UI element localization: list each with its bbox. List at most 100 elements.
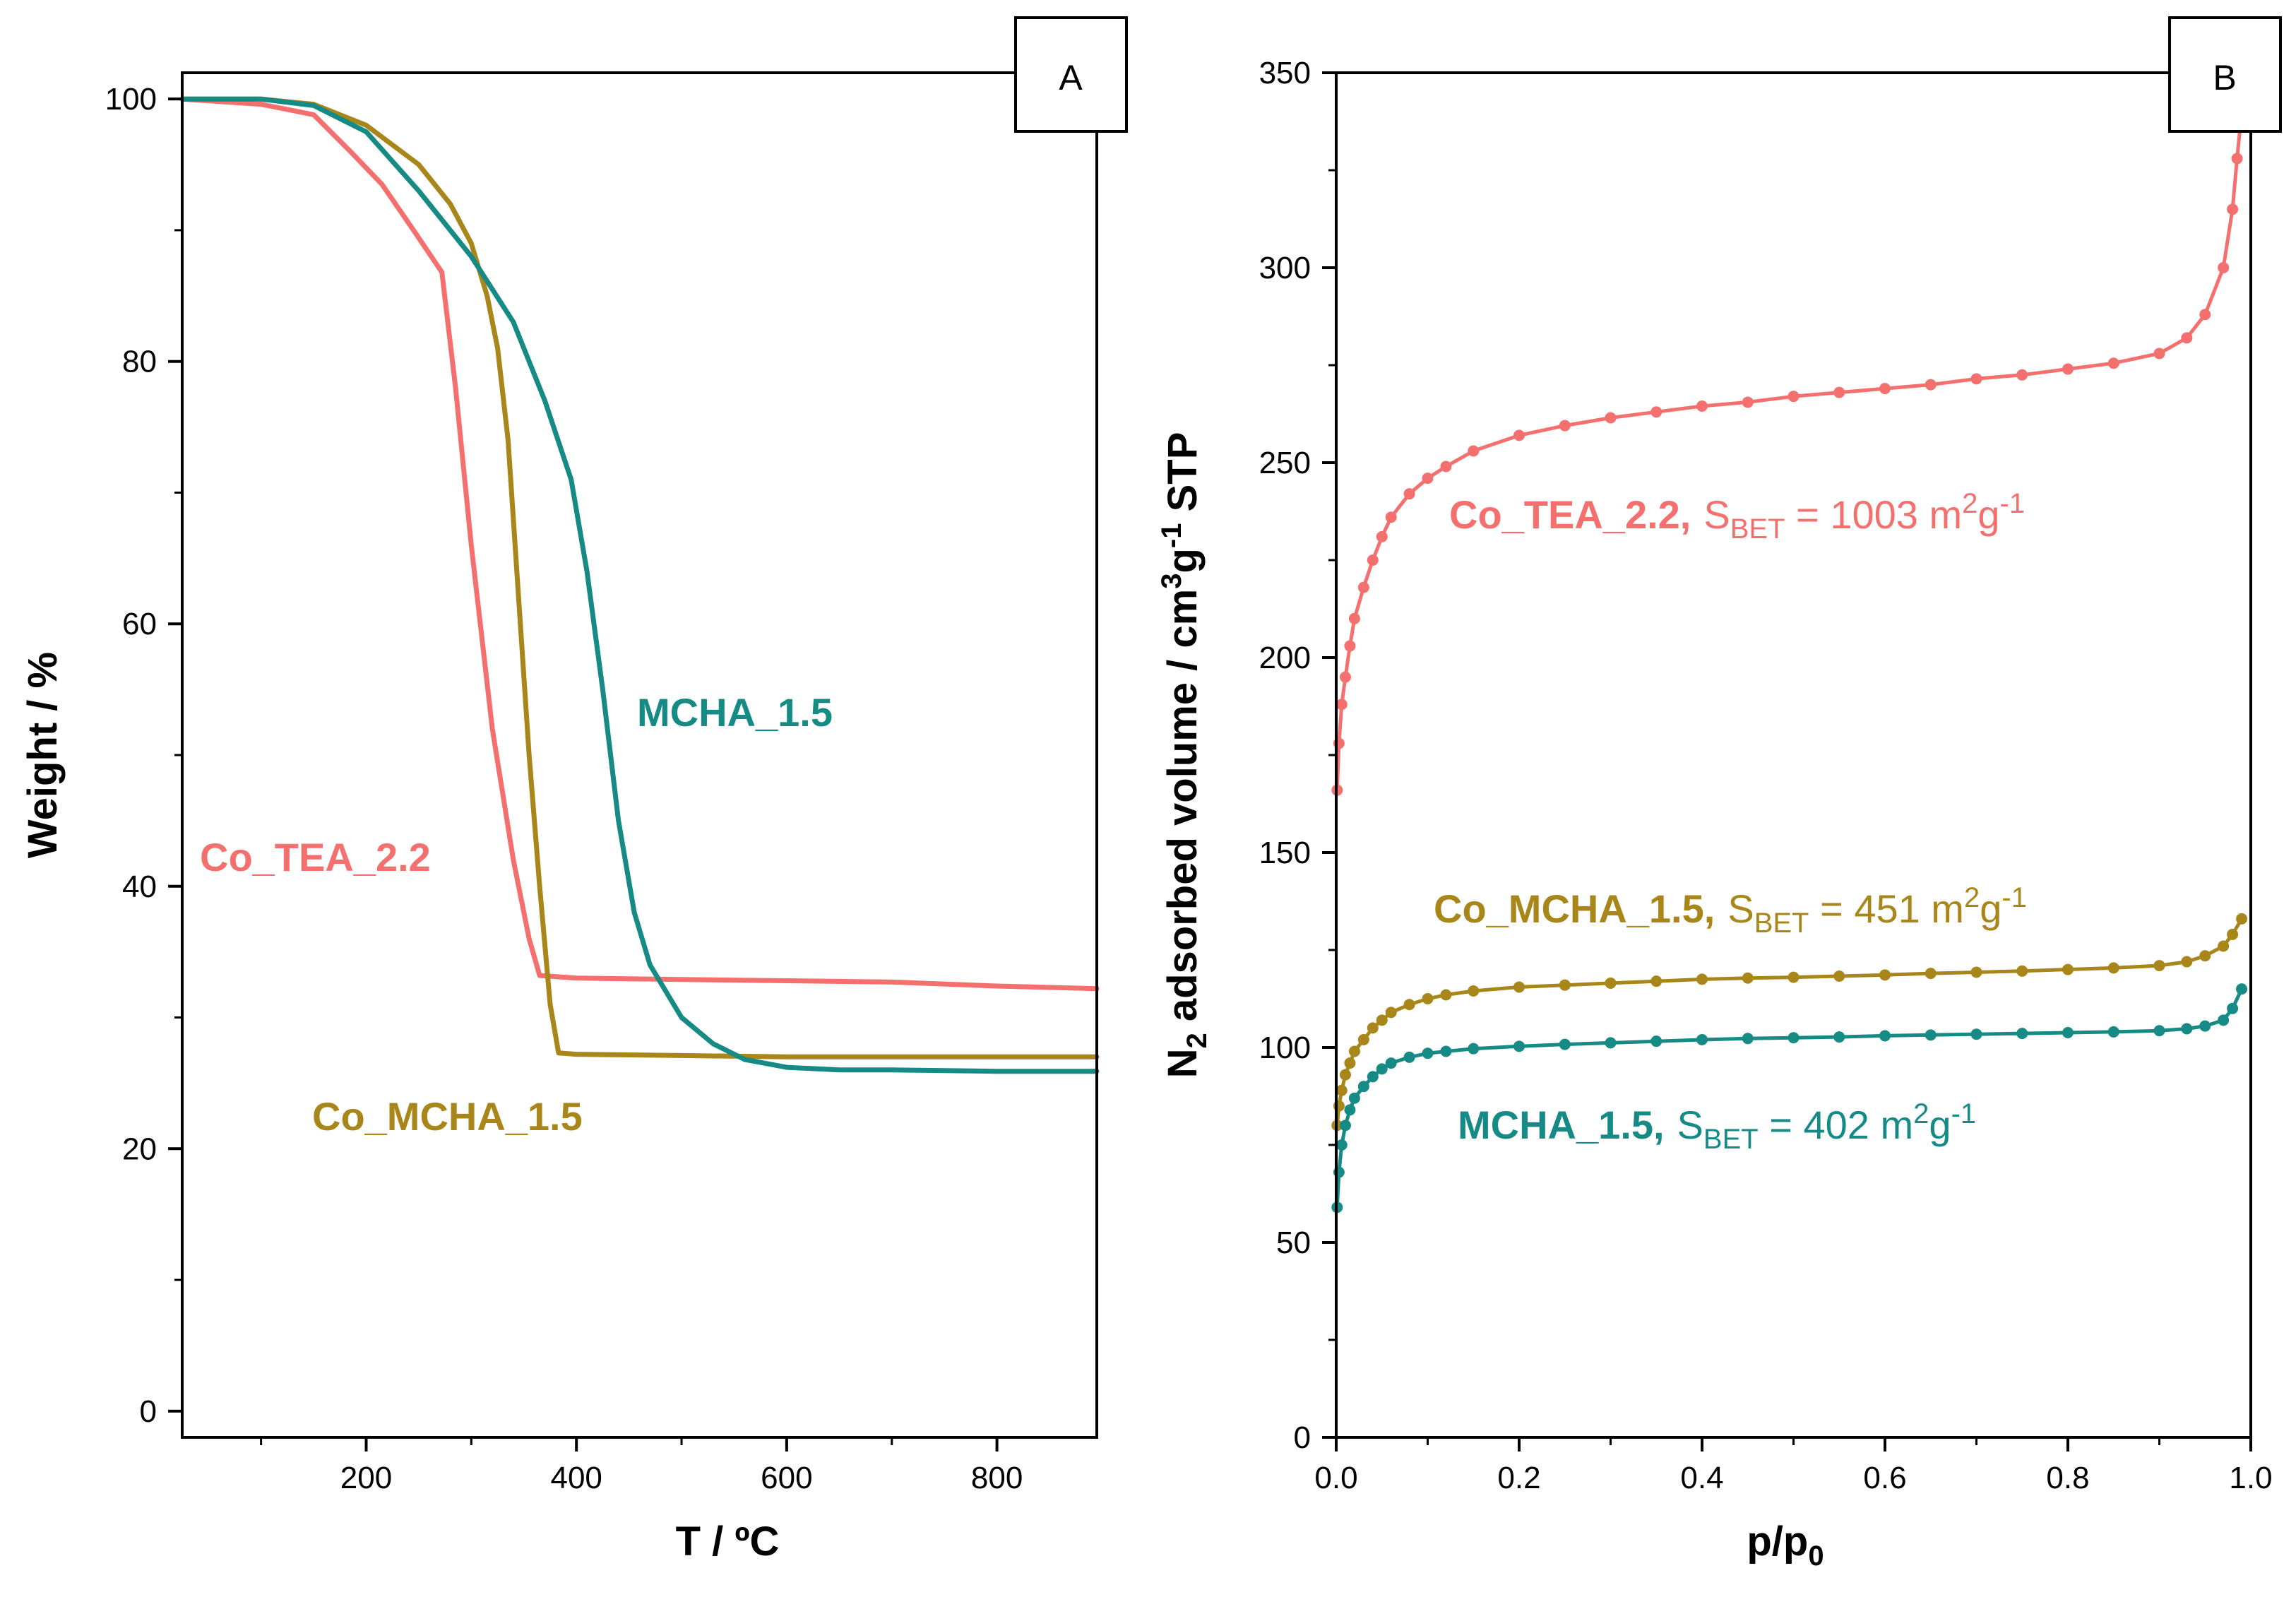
panel-b-sbet-unit-g-sup: -1 bbox=[2000, 488, 2026, 519]
panel-b-y-tick-label: 150 bbox=[1259, 836, 1311, 870]
panel-b-point-co-tea-2-2 bbox=[1367, 554, 1379, 566]
panel-b-point-co-mcha-1-5 bbox=[1559, 979, 1571, 991]
panel-b-point-co-mcha-1-5 bbox=[2227, 928, 2239, 940]
panel-b-point-co-tea-2-2 bbox=[2107, 357, 2119, 369]
panel-a-y-tick-label: 40 bbox=[122, 869, 157, 904]
panel-b-sbet-unit-m: m bbox=[1918, 492, 1962, 537]
panel-b-frame bbox=[1335, 71, 2252, 1439]
panel-b-y-title-g-sup: -1 bbox=[1156, 523, 1187, 549]
panel-a-series-group bbox=[179, 96, 1100, 1074]
panel-b-point-co-tea-2-2 bbox=[1376, 530, 1388, 542]
panel-b-label-co-tea: Co_TEA_2.2, SBET = 1003 m2g-1 bbox=[1449, 488, 2025, 545]
panel-b-point-mcha-1-5 bbox=[2016, 1028, 2028, 1040]
panel-b-sbet-prefix: S bbox=[1703, 492, 1730, 537]
panel-b-sbet-equals: = bbox=[1809, 886, 1854, 931]
panel-b-point-co-mcha-1-5 bbox=[1833, 970, 1845, 982]
panel-b-y-tick-label: 300 bbox=[1259, 251, 1311, 285]
panel-b-point-co-tea-2-2 bbox=[2153, 348, 2165, 360]
panel-b-y-tick-label: 250 bbox=[1259, 446, 1311, 480]
panel-b-point-co-mcha-1-5 bbox=[1468, 985, 1480, 997]
panel-a-frame bbox=[181, 71, 1098, 1439]
panel-b-point-co-tea-2-2 bbox=[1970, 373, 1982, 385]
panel-b-point-co-mcha-1-5 bbox=[1605, 977, 1617, 989]
panel-b-point-co-tea-2-2 bbox=[1348, 612, 1360, 624]
panel-b-point-co-tea-2-2 bbox=[1788, 391, 1800, 403]
panel-b-x-tick-label: 0.4 bbox=[1680, 1461, 1723, 1495]
panel-b-y-tick-label: 50 bbox=[1276, 1225, 1311, 1260]
panel-b-point-mcha-1-5 bbox=[1879, 1030, 1891, 1042]
panel-a-y-tick-label: 0 bbox=[140, 1394, 157, 1429]
panel-b-point-co-mcha-1-5 bbox=[1788, 971, 1800, 983]
panel-b-point-mcha-1-5 bbox=[1440, 1045, 1452, 1057]
panel-b-point-co-tea-2-2 bbox=[1403, 488, 1415, 500]
panel-b-point-mcha-1-5 bbox=[1336, 1139, 1348, 1151]
panel-b-sbet-unit-g-sup: -1 bbox=[1951, 1098, 1977, 1129]
panel-b-point-co-tea-2-2 bbox=[2016, 369, 2028, 381]
panel-b-point-co-tea-2-2 bbox=[1559, 420, 1571, 432]
panel-b-point-co-mcha-1-5 bbox=[1336, 1084, 1348, 1096]
panel-b-sbet-equals: = bbox=[1759, 1103, 1804, 1147]
panel-b-sbet-unit-g: g bbox=[1980, 886, 2001, 931]
panel-b-point-co-mcha-1-5 bbox=[1970, 966, 1982, 978]
panel-b-point-mcha-1-5 bbox=[1650, 1035, 1662, 1047]
panel-b-point-co-tea-2-2 bbox=[1925, 379, 1937, 391]
panel-b-point-co-tea-2-2 bbox=[2227, 203, 2239, 215]
panel-b-x-tick-label: 0.0 bbox=[1314, 1461, 1357, 1495]
panel-a-x-tick-label: 400 bbox=[550, 1461, 602, 1495]
panel-b-sbet-sub: BET bbox=[1703, 1124, 1759, 1155]
panel-b-point-co-mcha-1-5 bbox=[2236, 913, 2248, 925]
panel-b-point-co-mcha-1-5 bbox=[2062, 963, 2074, 975]
panel-b-point-co-tea-2-2 bbox=[1513, 429, 1525, 441]
panel-b-sbet-unit-g: g bbox=[1929, 1103, 1951, 1147]
panel-b-y-title-mid: adsorbed volume / cm bbox=[1160, 589, 1206, 1033]
panel-b-y-title-cm-sup: 3 bbox=[1156, 574, 1187, 589]
panel-b-point-co-mcha-1-5 bbox=[1422, 993, 1434, 1004]
panel-a-y-tick-label: 100 bbox=[105, 82, 157, 117]
panel-a-series-co-mcha-1-5 bbox=[179, 96, 1100, 1059]
panel-b-sbet-prefix: S bbox=[1677, 1103, 1703, 1147]
panel-b-point-co-mcha-1-5 bbox=[1367, 1022, 1379, 1034]
panel-b-point-co-tea-2-2 bbox=[1336, 699, 1348, 711]
panel-b-point-co-tea-2-2 bbox=[1468, 445, 1480, 457]
panel-b-point-co-tea-2-2 bbox=[1339, 671, 1351, 683]
panel-b-point-co-mcha-1-5 bbox=[2181, 956, 2193, 968]
panel-a-x-tick-label: 800 bbox=[971, 1461, 1023, 1495]
panel-b-point-mcha-1-5 bbox=[1403, 1051, 1415, 1063]
panel-b-point-co-mcha-1-5 bbox=[1376, 1014, 1388, 1026]
panel-b-sbet-sub: BET bbox=[1730, 513, 1785, 545]
panel-b-sbet-prefix: S bbox=[1727, 886, 1754, 931]
panel-b-point-co-mcha-1-5 bbox=[1348, 1045, 1360, 1057]
panel-b-point-co-mcha-1-5 bbox=[1403, 999, 1415, 1011]
panel-b-y-title-n-sub: 2 bbox=[1182, 1033, 1213, 1048]
panel-b-x-axis-title: p/p0 bbox=[1747, 1519, 1824, 1572]
panel-a-series-co-tea-2-2 bbox=[179, 96, 1100, 992]
panel-b-x-tick-label: 1.0 bbox=[2229, 1461, 2272, 1495]
panel-b-sbet-unit-m-sup: 2 bbox=[1913, 1098, 1929, 1129]
panel-b-y-title-end: STP bbox=[1160, 432, 1206, 523]
panel-a-x-tick-label: 200 bbox=[340, 1461, 392, 1495]
panel-b-point-co-mcha-1-5 bbox=[1925, 968, 1937, 980]
panel-b-point-co-tea-2-2 bbox=[1605, 412, 1617, 424]
panel-b-point-co-mcha-1-5 bbox=[1357, 1033, 1369, 1045]
panel-b-point-mcha-1-5 bbox=[1788, 1032, 1800, 1044]
panel-b-point-mcha-1-5 bbox=[1348, 1092, 1360, 1104]
panel-b-point-co-mcha-1-5 bbox=[1385, 1007, 1397, 1019]
panel-b-sbet-unit-m-sup: 2 bbox=[1962, 488, 1977, 519]
panel-b-point-co-tea-2-2 bbox=[1357, 581, 1369, 593]
panel-b-sbet-equals: = bbox=[1785, 492, 1831, 537]
panel-b-x-tick-label: 0.6 bbox=[1863, 1461, 1906, 1495]
panel-b-sbet-unit-m: m bbox=[1920, 886, 1964, 931]
panel-b-point-mcha-1-5 bbox=[2227, 1002, 2239, 1014]
panel-a-series-mcha-1-5 bbox=[179, 96, 1100, 1074]
panel-b-point-co-tea-2-2 bbox=[1696, 400, 1708, 412]
panel-b-y-axis-title: N2 adsorbed volume / cm3g-1 STP bbox=[1156, 432, 1213, 1079]
panel-a-x-tick-label: 600 bbox=[761, 1461, 812, 1495]
panel-b-sbet-sub: BET bbox=[1754, 908, 1809, 939]
panel-b-point-mcha-1-5 bbox=[1367, 1071, 1379, 1083]
panel-b-y-tick-label: 350 bbox=[1259, 56, 1311, 90]
panel-b-point-co-mcha-1-5 bbox=[2107, 962, 2119, 974]
panel-b-point-co-mcha-1-5 bbox=[1440, 989, 1452, 1001]
panel-b-point-co-mcha-1-5 bbox=[2199, 950, 2211, 962]
panel-b-point-co-tea-2-2 bbox=[1344, 640, 1356, 652]
